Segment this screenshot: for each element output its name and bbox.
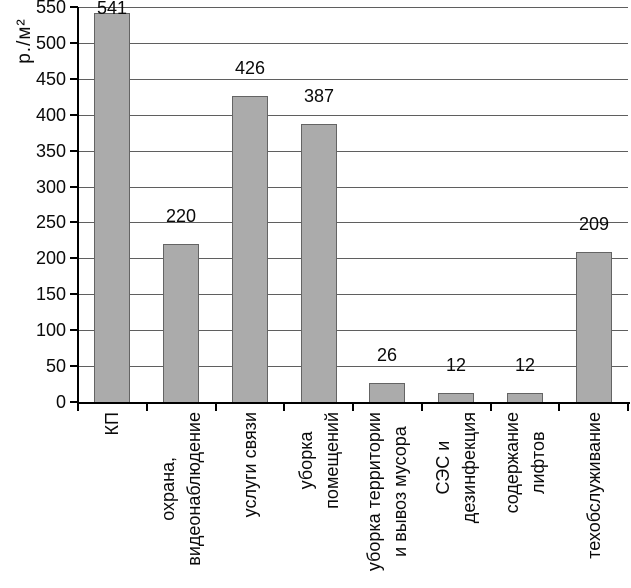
bar-value-label: 12	[514, 355, 536, 375]
bar-value-label: 426	[234, 58, 266, 78]
y-axis-tick	[70, 78, 78, 80]
y-axis-tick-label: 150	[35, 284, 66, 304]
x-category-label-text: СЭС и дезинфекция	[433, 412, 479, 524]
bar	[507, 393, 543, 402]
x-axis-tick	[352, 402, 354, 411]
y-axis-tick-label: 100	[35, 320, 66, 340]
y-axis-tick-label: 450	[35, 69, 66, 89]
y-axis-tick	[70, 150, 78, 152]
gridline	[78, 294, 628, 295]
x-category-label: КП	[99, 412, 125, 588]
x-axis-tick	[421, 402, 423, 411]
x-category-label: охрана, видеонаблюдение	[155, 412, 207, 588]
y-axis-tick-label: 300	[35, 177, 66, 197]
x-category-label: услуги связи	[237, 412, 263, 588]
x-category-label: уборка помещений	[293, 412, 345, 588]
y-axis-tick	[70, 401, 78, 403]
y-axis-tick	[70, 114, 78, 116]
x-axis-tick	[558, 402, 560, 411]
bar	[369, 383, 405, 402]
x-category-label: уборка территории и вывоз мусора	[361, 412, 413, 588]
x-axis-tick	[77, 402, 79, 411]
x-axis-tick	[215, 402, 217, 411]
bar	[163, 244, 199, 402]
gridline	[78, 43, 628, 44]
gridline	[78, 366, 628, 367]
gridline	[78, 151, 628, 152]
gridline	[78, 79, 628, 80]
y-axis-tick	[70, 6, 78, 8]
y-axis-tick	[70, 365, 78, 367]
bar	[301, 124, 337, 402]
bar	[232, 96, 268, 402]
y-axis-line	[77, 7, 79, 404]
x-axis-line	[77, 402, 630, 404]
x-category-label-text: охрана, видеонаблюдение	[158, 412, 204, 566]
gridline	[78, 258, 628, 259]
x-category-label-text: КП	[102, 412, 122, 436]
x-category-label-text: услуги связи	[240, 412, 260, 518]
x-category-label: техобслуживание	[581, 412, 607, 588]
gridline	[78, 7, 628, 8]
x-category-label-text: техобслуживание	[584, 412, 604, 559]
gridline	[78, 330, 628, 331]
y-axis-tick	[70, 293, 78, 295]
y-axis-tick	[70, 329, 78, 331]
bar	[576, 252, 612, 402]
y-axis-tick-label: 550	[35, 0, 66, 17]
gridline	[78, 187, 628, 188]
x-axis-tick	[627, 402, 629, 411]
y-axis-tick	[70, 186, 78, 188]
bar-value-label: 387	[303, 86, 335, 106]
x-category-label: СЭС и дезинфекция	[430, 412, 482, 588]
y-axis-tick-label: 500	[35, 33, 66, 53]
x-category-label-text: уборка помещений	[296, 412, 342, 509]
x-category-label-text: содержание лифтов	[502, 412, 548, 514]
gridline	[78, 222, 628, 223]
y-axis-tick-label: 350	[35, 141, 66, 161]
y-axis-tick-label: 400	[35, 105, 66, 125]
y-axis-tick-label: 200	[35, 248, 66, 268]
y-axis-tick-label: 50	[45, 356, 66, 376]
x-axis-tick	[490, 402, 492, 411]
y-axis-tick	[70, 42, 78, 44]
x-category-label-text: уборка территории и вывоз мусора	[364, 412, 410, 572]
gridline	[78, 115, 628, 116]
x-axis-tick	[283, 402, 285, 411]
x-axis-tick	[146, 402, 148, 411]
bar	[94, 13, 130, 402]
y-axis-tick	[70, 257, 78, 259]
x-category-label: содержание лифтов	[499, 412, 551, 588]
bar	[438, 393, 474, 402]
y-axis-tick	[70, 221, 78, 223]
y-axis-tick-label: 250	[35, 212, 66, 232]
bar-value-label: 541	[96, 0, 128, 18]
bar-value-label: 12	[445, 355, 467, 375]
bar-value-label: 26	[376, 345, 398, 365]
y-axis-tick-label: 0	[55, 392, 66, 412]
bar-value-label: 220	[165, 206, 197, 226]
bar-value-label: 209	[578, 214, 610, 234]
